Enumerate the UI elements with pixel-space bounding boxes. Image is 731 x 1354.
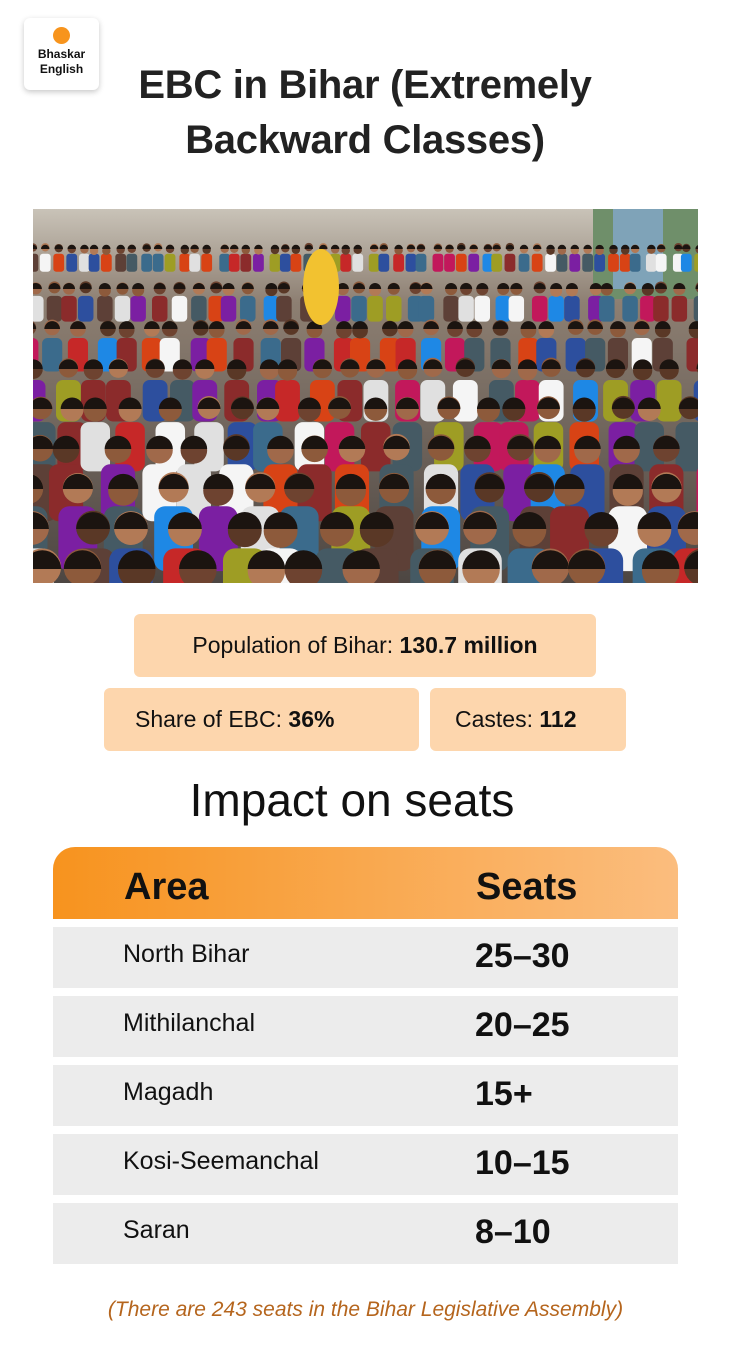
row-seats: 15+	[475, 1075, 533, 1113]
seats-table: Area Seats North Bihar 25–30 Mithilancha…	[53, 847, 678, 1264]
row-area: Mithilanchal	[123, 1009, 256, 1037]
table-row: Magadh 15+	[53, 1065, 678, 1126]
ebc-share-value: 36%	[288, 706, 335, 732]
row-area: North Bihar	[123, 940, 250, 968]
row-seats: 10–15	[475, 1144, 570, 1182]
castes-value: 112	[539, 706, 577, 732]
section-subtitle: Impact on seats	[189, 774, 515, 826]
footnote: (There are 243 seats in the Bihar Legisl…	[107, 1298, 624, 1321]
table-header: Area Seats	[53, 847, 678, 919]
row-seats: 8–10	[475, 1213, 551, 1251]
ebc-share-label: Share of EBC:	[135, 706, 283, 732]
population-label: Population of Bihar:	[192, 632, 394, 658]
table-row: North Bihar 25–30	[53, 927, 678, 988]
brand-name-line1: Bhaskar	[37, 47, 86, 61]
header-seats: Seats	[476, 866, 578, 908]
row-seats: 20–25	[475, 1006, 570, 1044]
population-value: 130.7 million	[399, 632, 538, 658]
table-row: Mithilanchal 20–25	[53, 996, 678, 1057]
crowd-photo-illustration	[33, 209, 698, 583]
row-seats: 25–30	[475, 937, 570, 975]
header-area: Area	[124, 866, 209, 908]
population-stat: Population of Bihar: 130.7 million	[134, 614, 596, 677]
row-area: Magadh	[123, 1078, 214, 1106]
row-area: Saran	[123, 1216, 190, 1244]
castes-label: Castes:	[455, 706, 533, 732]
brand-dot-icon	[53, 27, 70, 44]
brand-name-line2: English	[39, 62, 84, 76]
row-area: Kosi-Seemanchal	[123, 1147, 319, 1175]
page-title: EBC in Bihar (Extremely Backward Classes…	[138, 63, 592, 162]
crowd-photo	[33, 209, 698, 583]
table-row: Kosi-Seemanchal 10–15	[53, 1134, 678, 1195]
ebc-share-stat: Share of EBC: 36%	[104, 688, 419, 751]
brand-logo: Bhaskar English	[24, 18, 99, 90]
table-row: Saran 8–10	[53, 1203, 678, 1264]
castes-stat: Castes: 112	[430, 688, 626, 751]
